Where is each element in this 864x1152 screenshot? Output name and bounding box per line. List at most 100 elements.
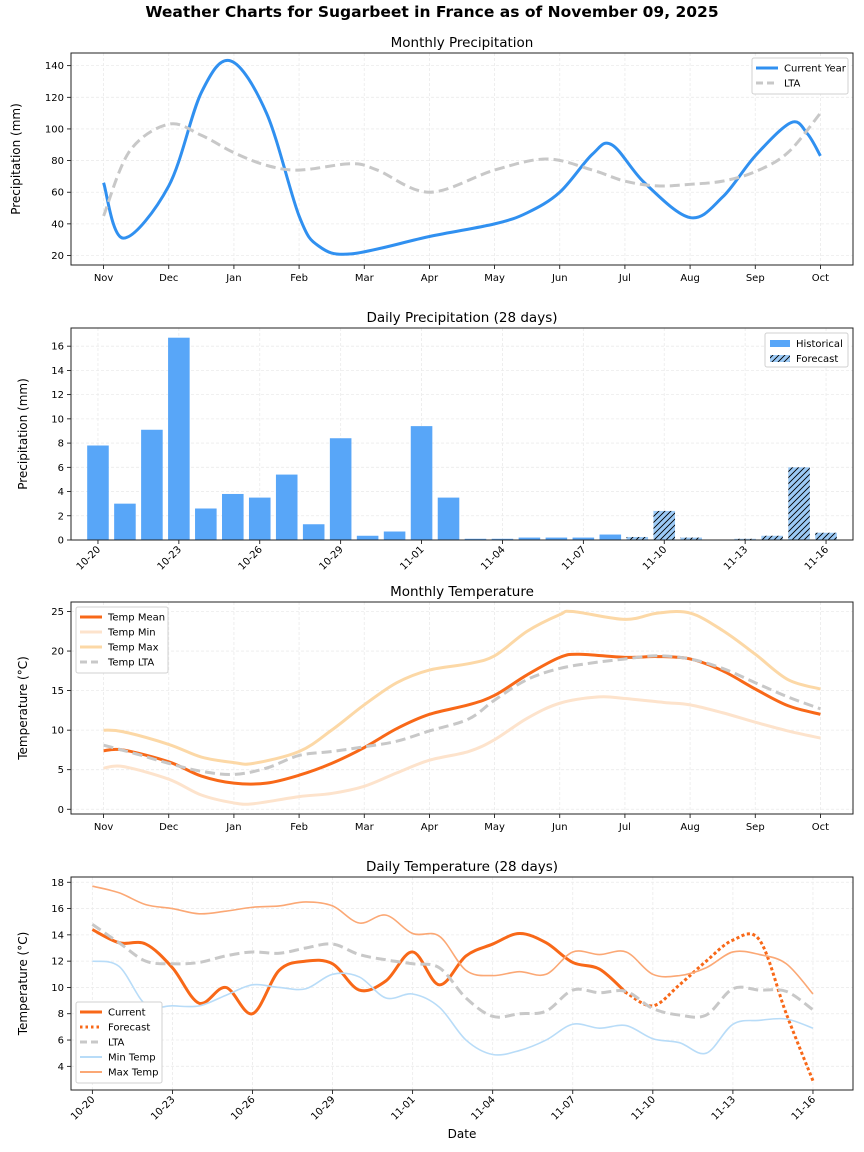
historical-bar: [248, 497, 271, 540]
x-tick-label: 10-26: [229, 1094, 257, 1122]
historical-bar: [383, 531, 406, 540]
page-title: Weather Charts for Sugarbeet in France a…: [145, 3, 719, 21]
chart-title: Daily Precipitation (28 days): [367, 310, 558, 326]
historical-bar: [356, 535, 379, 540]
legend: Current Forecast LTA Min Temp Max Temp: [75, 1001, 163, 1084]
series-line-temp-max: [103, 609, 821, 766]
series-line-temp-min: [103, 695, 821, 806]
historical-bar: [222, 493, 244, 540]
plot-area: [87, 337, 837, 540]
historical-bar: [195, 508, 217, 540]
historical-bar: [275, 474, 298, 540]
legend-label-temp-mean: Temp Mean: [107, 613, 165, 624]
legend-frame: [75, 606, 169, 674]
legend-label-forecast: Forecast: [108, 1023, 150, 1034]
historical-bar: [437, 497, 460, 540]
forecast-bar: [815, 532, 837, 540]
x-tick-label: 11-07: [550, 1094, 578, 1122]
x-tick-label: Nov: [94, 273, 114, 284]
y-axis-label: Precipitation (mm): [16, 378, 30, 490]
y-axis-label: Temperature (°C): [16, 932, 30, 1037]
y-tick-label: 18: [51, 878, 64, 889]
y-tick-label: 10: [51, 726, 64, 737]
series-line-max-temp: [92, 885, 814, 995]
forecast-bar: [761, 535, 783, 540]
y-tick-label: 12: [51, 957, 64, 968]
y-tick-label: 8: [58, 439, 64, 450]
legend-label-forecast: Forecast: [796, 354, 838, 365]
y-tick-label: 5: [58, 765, 64, 776]
x-tick-label: Jul: [618, 822, 631, 833]
x-tick-label: Dec: [159, 822, 178, 833]
y-tick-label: 4: [58, 1062, 64, 1073]
x-tick-label: Oct: [812, 273, 829, 284]
chart-daily_temp: Daily Temperature (28 days) 10-20 10-23 10-…: [16, 859, 854, 1141]
x-tick-label: 11-13: [722, 544, 750, 572]
y-tick-label: 16: [51, 342, 64, 353]
x-tick-label: Aug: [680, 273, 700, 284]
chart-monthly_temp: Monthly Temperature Nov Dec Jan Feb Mar Apr May…: [16, 584, 854, 833]
y-axis-label: Temperature (°C): [16, 656, 30, 761]
x-tick-label: Mar: [355, 273, 375, 284]
legend-label-historical: Historical: [796, 339, 843, 350]
y-tick-label: 6: [58, 1036, 64, 1047]
y-tick-label: 2: [58, 511, 64, 522]
forecast-bar: [680, 537, 702, 540]
axes-frame: [70, 52, 854, 266]
chart-title: Monthly Precipitation: [391, 35, 534, 51]
y-tick-label: 100: [45, 124, 64, 135]
y-tick-label: 4: [58, 487, 64, 498]
y-tick-label: 6: [58, 463, 64, 474]
historical-bar: [87, 445, 109, 540]
legend-label-min-temp: Min Temp: [108, 1053, 156, 1064]
x-tick-label: 11-10: [630, 1094, 658, 1122]
legend-label-current: Current: [108, 1008, 146, 1019]
y-tick-label: 60: [51, 188, 64, 199]
historical-bar: [518, 537, 541, 540]
x-tick-label: 10-29: [317, 544, 345, 572]
x-tick-label: Nov: [94, 822, 114, 833]
forecast-bar: [788, 467, 810, 540]
axes-frame: [70, 601, 854, 815]
forecast-bar: [653, 510, 676, 540]
y-tick-label: 20: [51, 251, 64, 262]
historical-bar: [410, 426, 433, 540]
y-tick-label: 80: [51, 156, 64, 167]
historical-bar: [302, 524, 325, 540]
y-tick-label: 20: [51, 647, 64, 658]
series-line-lta: [102, 112, 822, 217]
x-tick-label: 10-20: [69, 1094, 97, 1122]
historical-bar: [329, 438, 352, 540]
series-line-lta: [91, 923, 814, 1019]
chart-monthly_precip: Monthly Precipitation Nov Dec Jan Feb Mar Apr M…: [9, 35, 854, 284]
y-tick-label: 16: [51, 904, 64, 915]
legend-label-current-year: Current Year: [784, 64, 847, 75]
x-tick-label: 10-23: [149, 1094, 177, 1122]
legend-label-max-temp: Max Temp: [108, 1068, 159, 1079]
y-tick-label: 10: [51, 983, 64, 994]
x-tick-label: Oct: [812, 822, 829, 833]
x-tick-label: Jun: [551, 822, 568, 833]
x-tick-label: 11-01: [389, 1094, 417, 1122]
legend-swatch-forecast: [770, 355, 790, 362]
x-tick-label: Dec: [159, 273, 178, 284]
chart-title: Monthly Temperature: [390, 584, 534, 600]
plot-area: [102, 58, 822, 256]
x-tick-label: 10-29: [309, 1094, 337, 1122]
y-tick-label: 14: [51, 366, 64, 377]
y-tick-label: 8: [58, 1009, 64, 1020]
historical-bar: [464, 538, 487, 540]
series-line-forecast: [624, 932, 815, 1083]
legend: Current Year LTA: [751, 57, 849, 95]
legend-label-temp-lta: Temp LTA: [107, 658, 154, 669]
legend-label-temp-max: Temp Max: [107, 643, 159, 654]
chart-daily_precip: Daily Precipitation (28 days) 10-20 10-23 1…: [16, 310, 854, 573]
x-tick-label: Apr: [421, 822, 439, 833]
x-tick-label: 11-07: [560, 544, 588, 572]
series-line-min-temp: [92, 960, 814, 1056]
y-tick-label: 15: [51, 686, 64, 697]
y-tick-label: 25: [51, 607, 64, 618]
y-tick-label: 10: [51, 414, 64, 425]
series-line-temp-lta: [103, 654, 821, 777]
